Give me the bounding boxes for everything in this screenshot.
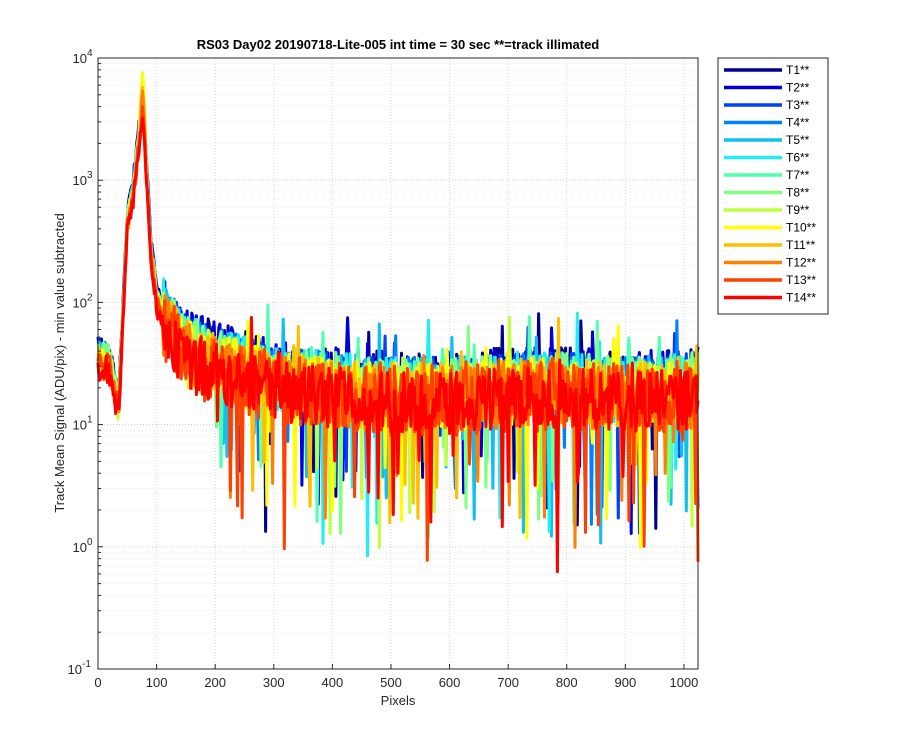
x-tick-label: 400	[322, 675, 344, 690]
y-tick-exponent: 2	[87, 292, 93, 303]
legend-label: T4**	[786, 116, 810, 130]
y-tick-label: 10	[68, 662, 82, 677]
plot-series	[96, 71, 700, 574]
x-tick-label: 0	[94, 675, 101, 690]
x-tick-label: 200	[204, 675, 226, 690]
legend-label: T1**	[786, 63, 810, 77]
chart-title: RS03 Day02 20190718-Lite-005 int time = …	[197, 37, 600, 52]
legend-label: T10**	[786, 221, 816, 235]
series-line-t14	[96, 116, 700, 574]
y-tick-label: 10	[73, 173, 87, 188]
legend-box	[717, 57, 829, 315]
x-tick-label: 500	[380, 675, 402, 690]
x-tick-label: 300	[263, 675, 285, 690]
y-axis-title: Track Mean Signal (ADU/pix) - min value …	[52, 213, 67, 512]
legend-label: T6**	[786, 151, 810, 165]
x-tick-label: 900	[614, 675, 636, 690]
y-tick-label: 10	[73, 295, 87, 310]
y-tick-exponent: 1	[87, 415, 93, 426]
legend-label: T9**	[786, 203, 810, 217]
legend-label: T13**	[786, 273, 816, 287]
y-tick-exponent: 4	[87, 48, 93, 59]
x-tick-label: 700	[497, 675, 519, 690]
legend-label: T12**	[786, 256, 816, 270]
legend-label: T2**	[786, 81, 810, 95]
legend-label: T7**	[786, 168, 810, 182]
y-tick-label: 10	[73, 540, 87, 555]
x-axis-title: Pixels	[381, 693, 416, 708]
x-tick-label: 1000	[669, 675, 698, 690]
x-tick-label: 100	[146, 675, 168, 690]
y-tick-exponent: 0	[87, 537, 93, 548]
y-tick-exponent: -1	[82, 659, 91, 670]
x-tick-label: 800	[556, 675, 578, 690]
axes-box	[97, 57, 699, 670]
legend-label: T5**	[786, 133, 810, 147]
legend-label: T8**	[786, 186, 810, 200]
y-tick-exponent: 3	[87, 170, 93, 181]
y-tick-label: 10	[73, 51, 87, 66]
legend-label: T14**	[786, 291, 816, 305]
legend-label: T11**	[786, 238, 815, 252]
y-tick-label: 10	[73, 418, 87, 433]
legend-label: T3**	[786, 98, 810, 112]
legend: T1** T2** T3** T4** T5** T6** T7** T8** T9** T10*…	[717, 57, 829, 315]
x-tick-label: 600	[439, 675, 461, 690]
